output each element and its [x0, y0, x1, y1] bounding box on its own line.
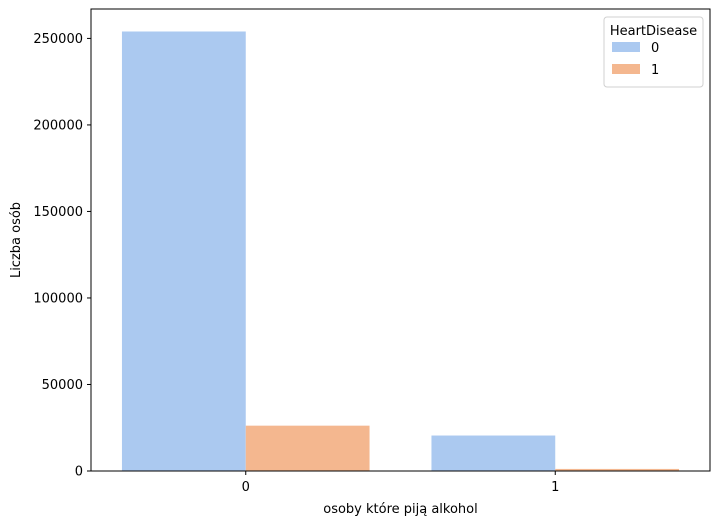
bar-series-1-category-0 — [245, 425, 370, 471]
x-tick-label: 0 — [242, 480, 250, 495]
legend-title: HeartDisease — [610, 24, 697, 39]
y-tick-label: 0 — [75, 465, 83, 480]
legend-entries: 01 — [612, 41, 659, 78]
y-tick-label: 250000 — [33, 32, 83, 47]
x-tick-label: 1 — [551, 480, 559, 495]
bar-series-0-category-0 — [121, 31, 246, 471]
y-tick-label: 150000 — [33, 205, 83, 220]
y-axis-label: Liczba osób — [9, 202, 24, 278]
y-tick-label: 200000 — [33, 118, 83, 133]
y-tick-label: 50000 — [42, 378, 83, 393]
bar-series-0-category-1 — [431, 435, 556, 471]
bars-layer — [121, 31, 680, 471]
y-axis: 0 50000 100000 150000 200000 250000 — [33, 32, 91, 480]
legend-swatch-1 — [612, 64, 640, 74]
x-axis-label: osoby które piją alkohol — [323, 502, 478, 517]
legend-label-1: 1 — [651, 63, 659, 78]
y-tick-label: 100000 — [33, 291, 83, 306]
bar-series-1-category-1 — [555, 468, 680, 471]
legend: HeartDisease 01 — [603, 16, 704, 88]
plot-frame — [90, 8, 711, 472]
legend-swatch-0 — [612, 42, 640, 52]
legend-label-0: 0 — [651, 41, 659, 56]
